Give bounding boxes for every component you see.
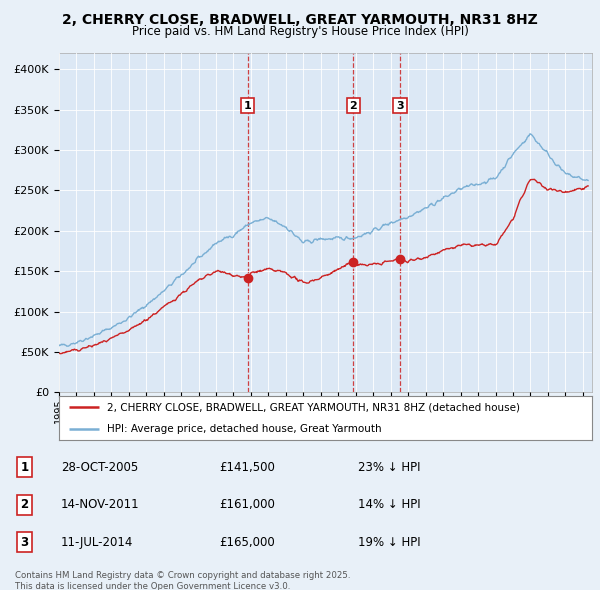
Text: 3: 3 — [20, 536, 29, 549]
Text: 11-JUL-2014: 11-JUL-2014 — [61, 536, 133, 549]
Text: £141,500: £141,500 — [220, 461, 275, 474]
Text: 1: 1 — [20, 461, 29, 474]
Text: 2, CHERRY CLOSE, BRADWELL, GREAT YARMOUTH, NR31 8HZ (detached house): 2, CHERRY CLOSE, BRADWELL, GREAT YARMOUT… — [107, 402, 520, 412]
Text: £165,000: £165,000 — [220, 536, 275, 549]
Text: 2: 2 — [350, 101, 358, 110]
Text: £161,000: £161,000 — [220, 498, 275, 511]
Text: Price paid vs. HM Land Registry's House Price Index (HPI): Price paid vs. HM Land Registry's House … — [131, 25, 469, 38]
Text: 14-NOV-2011: 14-NOV-2011 — [61, 498, 140, 511]
Text: 28-OCT-2005: 28-OCT-2005 — [61, 461, 138, 474]
Text: 23% ↓ HPI: 23% ↓ HPI — [358, 461, 420, 474]
Text: 19% ↓ HPI: 19% ↓ HPI — [358, 536, 420, 549]
Text: 14% ↓ HPI: 14% ↓ HPI — [358, 498, 420, 511]
Text: Contains HM Land Registry data © Crown copyright and database right 2025.
This d: Contains HM Land Registry data © Crown c… — [15, 571, 350, 590]
Text: HPI: Average price, detached house, Great Yarmouth: HPI: Average price, detached house, Grea… — [107, 424, 382, 434]
Text: 1: 1 — [244, 101, 251, 110]
Text: 2: 2 — [20, 498, 29, 511]
Text: 2, CHERRY CLOSE, BRADWELL, GREAT YARMOUTH, NR31 8HZ: 2, CHERRY CLOSE, BRADWELL, GREAT YARMOUT… — [62, 13, 538, 27]
Text: 3: 3 — [396, 101, 404, 110]
